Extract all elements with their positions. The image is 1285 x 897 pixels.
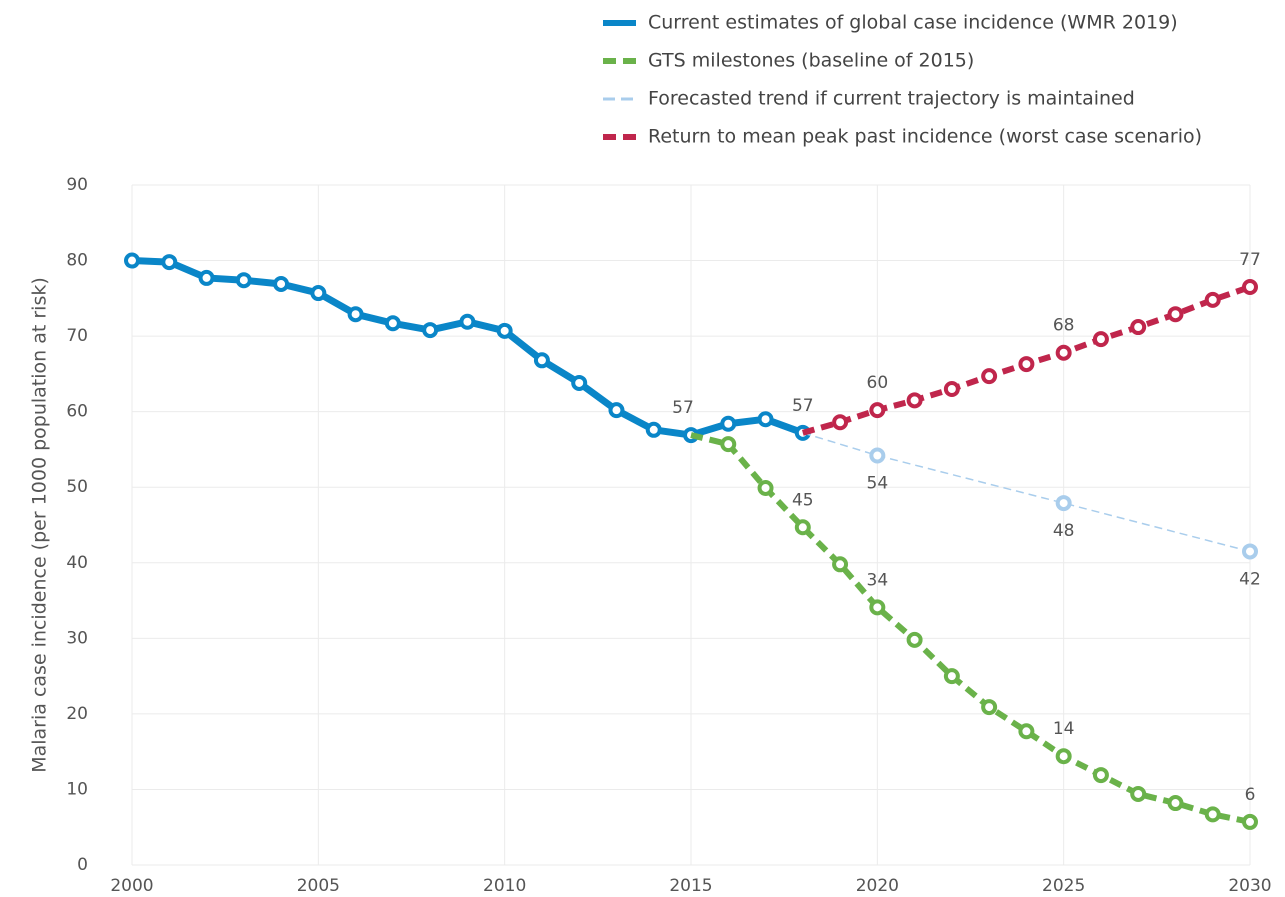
data-label: 14 (1053, 719, 1075, 739)
point-marker (943, 381, 960, 397)
x-tick-label: 2020 (856, 876, 899, 896)
point-marker (1055, 748, 1072, 765)
point-marker (869, 402, 886, 419)
point-marker (869, 599, 886, 616)
point-marker (645, 421, 662, 438)
point-marker (906, 631, 923, 648)
data-label: 60 (867, 373, 889, 393)
point-marker (1242, 543, 1258, 560)
point-marker (384, 315, 401, 332)
point-marker (1204, 806, 1221, 823)
point-marker (1092, 331, 1109, 348)
point-marker (459, 313, 476, 330)
point-marker (1242, 279, 1258, 295)
point-marker (720, 415, 737, 432)
y-tick-label: 20 (66, 704, 88, 724)
y-tick-label: 10 (66, 779, 88, 799)
point-marker (1167, 795, 1184, 812)
point-marker (1204, 291, 1221, 308)
point-marker (273, 275, 290, 292)
data-label: 45 (792, 490, 814, 510)
point-marker (422, 322, 439, 339)
point-marker (720, 436, 737, 453)
point-marker (1018, 356, 1035, 373)
point-marker (869, 447, 886, 464)
point-marker (1167, 306, 1184, 323)
point-marker (1130, 319, 1147, 336)
legend-label: Return to mean peak past incidence (wors… (648, 126, 1202, 148)
point-marker (124, 252, 140, 269)
y-tick-label: 50 (66, 477, 88, 497)
y-tick-label: 80 (66, 251, 88, 271)
point-marker (235, 272, 252, 289)
point-marker (1018, 723, 1035, 740)
point-marker (571, 374, 588, 391)
data-label: 48 (1053, 521, 1075, 541)
point-marker (608, 402, 625, 419)
y-tick-label: 90 (66, 175, 88, 195)
point-marker (496, 322, 513, 339)
point-marker (1055, 344, 1072, 361)
point-marker (981, 368, 998, 385)
point-marker (981, 699, 998, 716)
series-line (802, 432, 1251, 553)
point-marker (198, 269, 215, 286)
x-tick-label: 2015 (669, 876, 712, 896)
data-label: 54 (867, 473, 889, 493)
x-tick-label: 2025 (1042, 876, 1085, 896)
data-label: 57 (672, 398, 694, 418)
data-label: 77 (1239, 250, 1261, 270)
point-marker (1055, 495, 1072, 512)
x-tick-label: 2005 (297, 876, 340, 896)
point-marker (533, 352, 550, 369)
data-label: 6 (1245, 785, 1256, 805)
data-label: 68 (1053, 316, 1075, 336)
y-tick-label: 0 (77, 855, 88, 875)
y-tick-label: 70 (66, 326, 88, 346)
point-marker (757, 479, 774, 496)
data-label: 42 (1239, 569, 1261, 589)
point-marker (310, 285, 327, 302)
point-marker (1092, 767, 1109, 784)
series-line (690, 432, 1251, 825)
point-marker (1242, 813, 1258, 830)
point-marker (1130, 785, 1147, 802)
y-tick-label: 30 (66, 628, 88, 648)
legend-label: GTS milestones (baseline of 2015) (648, 50, 974, 72)
point-marker (794, 519, 811, 536)
point-marker (943, 668, 960, 685)
data-label: 34 (867, 570, 889, 590)
x-tick-label: 2010 (483, 876, 526, 896)
point-marker (161, 254, 178, 271)
y-axis-label: Malaria case incidence (per 1000 populat… (29, 277, 51, 773)
legend-label: Current estimates of global case inciden… (648, 12, 1178, 34)
point-marker (757, 411, 774, 428)
point-marker (906, 392, 923, 409)
x-tick-label: 2030 (1228, 876, 1271, 896)
x-tick-label: 2000 (110, 876, 153, 896)
y-tick-label: 60 (66, 402, 88, 422)
point-marker (832, 414, 849, 431)
legend: Current estimates of global case inciden… (603, 12, 1202, 148)
legend-label: Forecasted trend if current trajectory i… (648, 88, 1135, 110)
y-tick-label: 40 (66, 553, 88, 573)
point-marker (832, 556, 849, 573)
series-line (131, 257, 804, 439)
point-marker (347, 306, 364, 323)
data-label: 57 (792, 396, 814, 416)
